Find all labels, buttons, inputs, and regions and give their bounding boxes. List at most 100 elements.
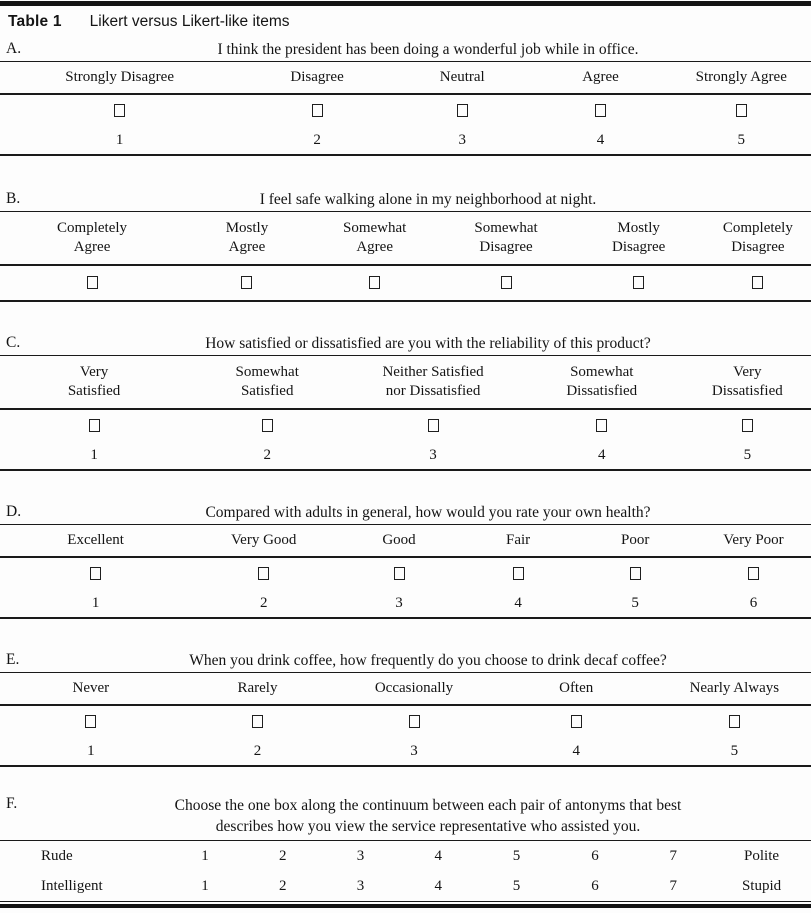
item-row-question: A. I think the president has been doing a… [0,38,811,62]
antonym-right: Stupid [712,871,811,902]
scale-number: 1 [0,126,240,156]
option-label: Strongly Disagree [0,61,240,95]
option-label: Very Good [191,524,337,558]
option-label: Somewhat Satisfied [188,355,347,410]
response-checkbox[interactable] [633,276,645,290]
scale-number[interactable]: 1 [166,871,244,902]
response-checkbox[interactable] [369,276,381,290]
response-checkbox[interactable] [570,715,582,729]
top-rule [0,1,811,6]
item-question: How satisfied or dissatisfied are you wi… [205,334,651,352]
checkbox-cell [696,557,811,590]
table-number: Table 1 [8,12,62,30]
scale-number: 2 [191,589,337,619]
option-label: Rarely [181,672,334,706]
option-label: Good [336,524,462,558]
scale-number[interactable]: 7 [669,847,677,864]
scale-number[interactable]: 5 [512,847,521,864]
item-row-question: F. Choose the one box along the continuum… [0,793,811,841]
response-checkbox[interactable] [500,276,512,290]
item-row-question: C. How satisfied or dissatisfied are you … [0,332,811,356]
checkbox-cell [395,94,530,127]
scale-number: 4 [529,126,672,156]
antonym-right: Polite [744,847,780,864]
item-B: B. I feel safe walking alone in my neighb… [0,188,811,302]
scale-number[interactable]: 2 [278,847,287,864]
checkbox-cell [346,409,520,442]
scale-number[interactable]: 6 [555,871,635,902]
antonym-left: Rude [41,847,73,864]
scale-number[interactable]: 2 [243,871,322,902]
option-label: Mostly Disagree [572,211,705,266]
response-checkbox[interactable] [88,419,100,433]
option-label: Very Poor [695,524,811,558]
table-caption: Table 1 Likert versus Likert-like items [0,6,811,38]
scale-number[interactable]: 1 [201,847,209,864]
scale-number[interactable]: 4 [399,871,478,902]
response-checkbox[interactable] [251,715,263,729]
item-letter: B. [6,190,21,207]
response-grid: Rude 1 2 3 4 5 6 7 Polite Intelligent 1 2 3 4 5 6 7 Stupi… [0,841,811,902]
scale-number[interactable]: 5 [477,871,556,902]
response-checkbox[interactable] [747,567,759,581]
option-label: Somewhat Disagree [439,211,573,266]
item-letter: A. [6,40,22,57]
response-checkbox[interactable] [741,419,753,433]
response-checkbox[interactable] [90,567,102,581]
checkbox-cell [530,94,672,127]
response-checkbox[interactable] [595,104,607,118]
option-label: Somewhat Dissatisfied [519,355,684,410]
response-checkbox[interactable] [85,715,97,729]
item-row-question: D. Compared with adults in general, how w… [0,501,811,525]
checkbox-cell [184,264,310,302]
checkbox-cell [336,557,462,590]
option-label: Very Dissatisfied [683,355,811,410]
response-checkbox[interactable] [114,104,126,118]
response-checkbox[interactable] [408,715,420,729]
item-A: A. I think the president has been doing a… [0,38,811,156]
response-checkbox[interactable] [512,567,524,581]
response-checkbox[interactable] [629,567,641,581]
scale-number: 2 [239,126,395,156]
response-checkbox[interactable] [456,104,468,118]
option-label: Never [0,672,182,706]
checkbox-cell [684,409,811,442]
checkbox-cell [239,94,395,127]
response-checkbox[interactable] [728,715,740,729]
option-label: Occasionally [333,672,495,706]
item-letter: C. [6,334,21,351]
item-D: D. Compared with adults in general, how w… [0,501,811,619]
response-checkbox[interactable] [596,419,608,433]
scale-number[interactable]: 6 [591,847,599,864]
scale-number[interactable]: 7 [634,871,713,902]
scale-number: 3 [346,441,520,471]
scale-number: 5 [657,737,811,767]
option-label: Mostly Agree [184,211,310,266]
item-letter: F. [6,794,18,812]
option-label: Poor [574,524,696,558]
scale-number[interactable]: 3 [356,847,365,864]
response-checkbox[interactable] [241,276,253,290]
scale-number[interactable]: 4 [434,847,443,864]
scale-number: 3 [394,126,530,156]
checkbox-cell [191,557,336,590]
response-checkbox[interactable] [311,104,323,118]
option-label: Excellent [0,524,192,558]
scale-number: 4 [519,441,684,471]
response-checkbox[interactable] [735,104,747,118]
response-grid: Never Rarely Occasionally Often Nearly Alway… [0,672,811,767]
option-label: Strongly Agree [671,61,811,95]
response-checkbox[interactable] [261,419,273,433]
response-checkbox[interactable] [393,567,405,581]
scale-number: 3 [336,589,462,619]
scale-number[interactable]: 3 [321,871,400,902]
item-F: F. Choose the one box along the continuum… [0,793,811,902]
response-grid: Strongly Disagree Disagree Neutral Agree Str… [0,61,811,156]
response-checkbox[interactable] [427,419,439,433]
option-label: Completely Agree [0,211,185,266]
response-checkbox[interactable] [752,276,764,290]
response-checkbox[interactable] [86,276,98,290]
checkbox-cell [495,705,658,738]
response-checkbox[interactable] [258,567,270,581]
